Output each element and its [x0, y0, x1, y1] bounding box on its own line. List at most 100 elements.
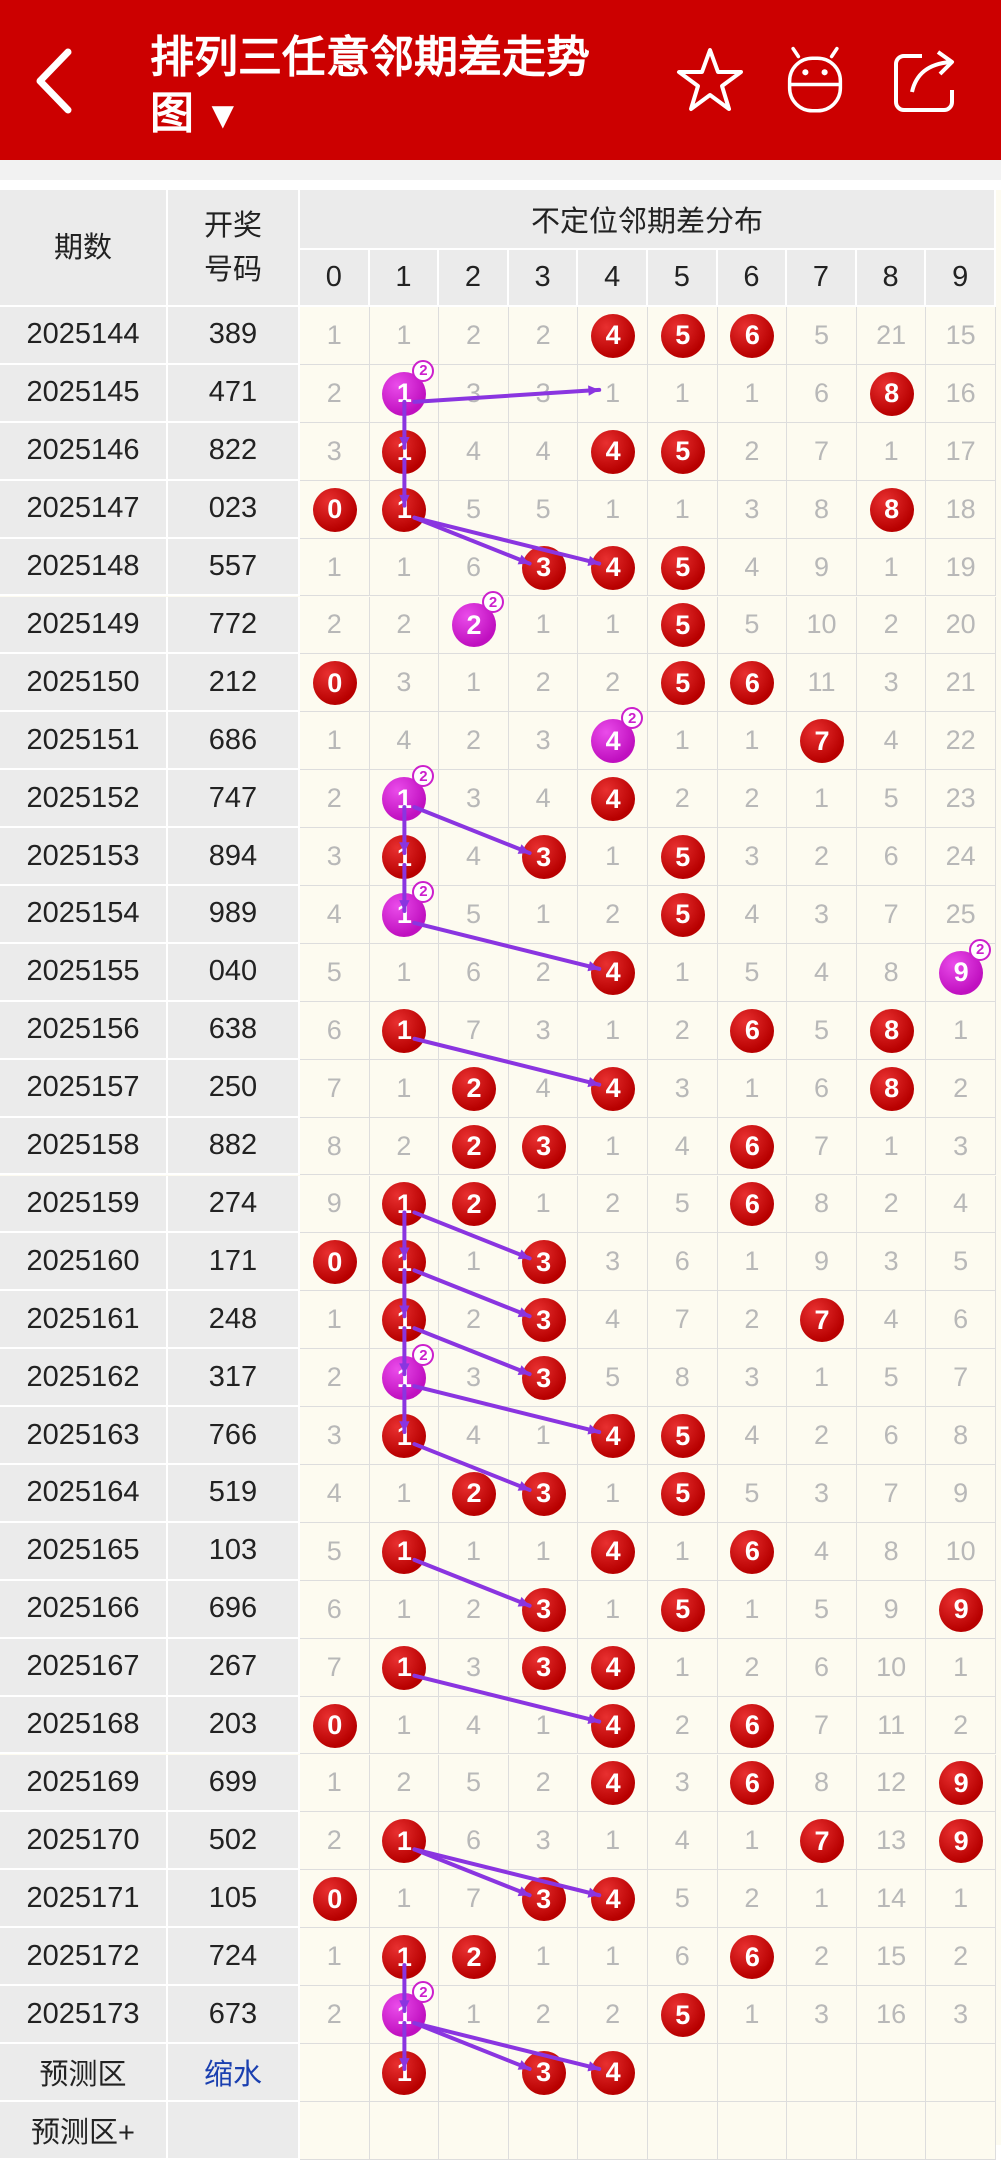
miss-cell: [508, 1349, 579, 1408]
header-digit-0: 0: [300, 250, 370, 307]
miss-cell: 2: [578, 1986, 648, 2044]
miss-cell: 5: [439, 480, 509, 539]
hit-ball: 5: [660, 1587, 705, 1632]
hit-ball: 6: [730, 1182, 775, 1227]
miss-cell: 8: [856, 1522, 927, 1581]
miss-cell: [439, 1117, 509, 1176]
miss-cell: [439, 1928, 509, 1987]
miss-cell: [300, 1870, 370, 1929]
period-cell: 2025164: [0, 1465, 168, 1523]
hit-ball: 5: [660, 545, 705, 590]
miss-cell: [648, 307, 718, 365]
miss-cell: 1: [717, 1986, 788, 2044]
draw-number-cell: 822: [168, 422, 300, 481]
miss-cell: [648, 886, 718, 944]
dropdown-arrow-icon[interactable]: ▼: [204, 95, 242, 137]
miss-cell: 8: [926, 1407, 996, 1465]
miss-cell: 1: [578, 596, 648, 655]
miss-cell: [648, 828, 718, 886]
hit-ball: 1: [382, 2050, 427, 2095]
miss-cell: 3: [508, 1001, 579, 1060]
predict-cell[interactable]: [926, 2044, 996, 2102]
hit-ball: 3: [521, 2050, 566, 2095]
period-cell: 2025149: [0, 596, 168, 655]
miss-cell: [578, 1522, 648, 1581]
miss-cell: 2: [508, 1986, 579, 2044]
miss-cell: 3: [369, 654, 440, 713]
miss-cell: 1: [369, 1059, 440, 1118]
predict-cell[interactable]: [856, 2044, 927, 2102]
miss-cell: [578, 1638, 648, 1697]
link-line: [412, 1557, 532, 1608]
predict-cell[interactable]: [717, 2044, 788, 2102]
miss-cell: 5: [926, 1233, 996, 1292]
draw-number-cell: 274: [168, 1175, 300, 1234]
period-cell: 2025146: [0, 422, 168, 481]
hit-ball: 3: [521, 1356, 566, 1401]
draw-number-cell: 103: [168, 1522, 300, 1581]
hit-ball: 7: [800, 719, 844, 764]
back-chevron-icon[interactable]: [30, 46, 80, 116]
hit-ball: 5: [660, 1471, 705, 1516]
miss-cell: 5: [717, 943, 788, 1002]
share-icon[interactable]: [890, 46, 960, 116]
miss-cell: [300, 1696, 370, 1755]
hit-ball: 3: [521, 1471, 566, 1516]
link-arrowhead: [399, 494, 410, 506]
miss-cell: 1: [439, 654, 509, 713]
hit-ball: 8: [869, 1008, 914, 1053]
miss-cell: 5: [578, 1349, 648, 1408]
predict-cell[interactable]: [648, 2044, 718, 2102]
draw-number-cell: 389: [168, 307, 300, 365]
miss-cell: [578, 422, 648, 481]
link-arrowhead: [517, 2060, 530, 2070]
period-cell: 2025160: [0, 1233, 168, 1292]
page-title[interactable]: 排列三任意邻期差走势 图 ▼: [150, 33, 590, 138]
period-cell: 2025155: [0, 943, 168, 1002]
miss-cell: 3: [439, 770, 509, 829]
miss-cell: 1: [369, 1465, 440, 1523]
miss-cell: 7: [439, 1870, 509, 1929]
hit-ball: 2: [452, 1066, 496, 1111]
miss-cell: 7: [787, 1696, 857, 1755]
hit-ball: 9: [939, 1761, 984, 1806]
miss-cell: 1: [300, 1754, 370, 1813]
miss-cell: 2: [787, 828, 857, 886]
miss-cell: 15: [926, 307, 996, 365]
predict-cell[interactable]: [439, 2044, 509, 2102]
miss-cell: 14: [856, 1870, 927, 1929]
miss-cell: 9: [787, 538, 857, 597]
hit-ball: 6: [730, 313, 775, 358]
miss-cell: 5: [439, 886, 509, 944]
miss-cell: [369, 1522, 440, 1581]
hit-ball: 5: [660, 603, 705, 648]
miss-cell: 6: [856, 1407, 927, 1465]
predict-cell[interactable]: [300, 2044, 370, 2102]
miss-cell: 2: [926, 1696, 996, 1755]
miss-cell: 23: [926, 770, 996, 829]
miss-cell: 21: [926, 654, 996, 713]
predict-cell[interactable]: [787, 2044, 857, 2102]
miss-cell: 2: [926, 1928, 996, 1987]
miss-cell: 2: [300, 364, 370, 423]
miss-cell: 3: [439, 1638, 509, 1697]
hit-ball: 2: [452, 1182, 496, 1227]
hit-ball: 6: [730, 661, 775, 706]
hit-ball: 5: [660, 892, 705, 937]
shrink-link[interactable]: 缩水: [168, 2044, 300, 2102]
miss-cell: 7: [648, 1291, 718, 1350]
miss-cell: [648, 1986, 718, 2044]
robot-icon[interactable]: [780, 46, 850, 116]
miss-cell: 7: [926, 1349, 996, 1408]
draw-number-cell: 105: [168, 1870, 300, 1929]
miss-cell: 4: [508, 422, 579, 481]
link-arrowhead: [587, 961, 600, 972]
miss-cell: [856, 1001, 927, 1060]
miss-cell: 3: [717, 828, 788, 886]
miss-cell: 24: [926, 828, 996, 886]
hit-ball: 0: [312, 1703, 357, 1748]
hit-ball: 4: [591, 1703, 636, 1748]
miss-cell: 7: [787, 422, 857, 481]
miss-cell: 1: [369, 1580, 440, 1639]
star-icon[interactable]: [675, 46, 745, 116]
